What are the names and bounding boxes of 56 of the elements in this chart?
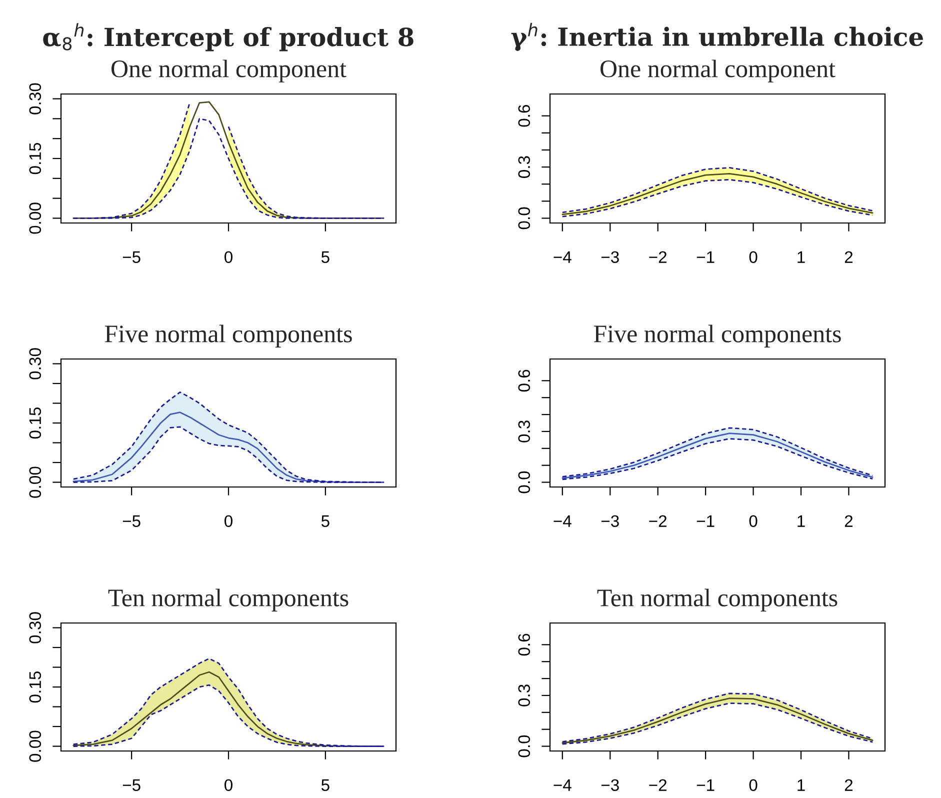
x-tick-label: −4 [554, 779, 572, 791]
x-tick-label: 2 [844, 779, 853, 791]
x-tick-label: −3 [601, 251, 619, 264]
x-tick-label: −4 [554, 251, 572, 263]
y-tick-label: 0.00 [29, 730, 42, 762]
x-tick-label: −2 [649, 515, 667, 527]
y-tick-label: 0.15 [29, 407, 42, 439]
x-tick-label: −2 [649, 779, 667, 791]
x-tick-label: −2 [649, 251, 667, 263]
x-tick-label: 1 [798, 251, 805, 263]
y-tick-label: 0.3 [518, 420, 530, 442]
chart-title: γ$^{h}$: Inertia in umbrella choice [511, 22, 923, 52]
x-tick-label: −5 [122, 251, 140, 264]
x-tick-label: 0 [749, 515, 758, 528]
y-tick-label: 0.6 [518, 370, 530, 392]
x-tick-label: 0 [224, 251, 232, 264]
y-tick-label: 0.0 [518, 471, 530, 494]
y-tick-label: 0.0 [518, 207, 530, 230]
x-tick-label: −5 [122, 515, 140, 528]
chart-subtitle: One normal component [600, 60, 836, 82]
chart-subtitle: Ten normal components [108, 588, 348, 612]
x-tick-label: −1 [696, 779, 714, 791]
x-tick-label: 1 [798, 515, 805, 527]
x-tick-label: 5 [321, 251, 330, 264]
y-tick-label: 0.30 [29, 83, 42, 114]
x-tick-label: −1 [696, 515, 714, 527]
y-tick-label: 0.00 [29, 466, 42, 498]
y-tick-label: 0.30 [29, 348, 42, 380]
x-tick-label: 5 [321, 515, 330, 528]
y-tick-label: 0.15 [29, 671, 42, 703]
y-tick-label: 0.00 [29, 202, 42, 234]
chart-subtitle: Five normal components [594, 324, 841, 348]
x-tick-label: 0 [749, 779, 758, 792]
x-tick-label: 1 [798, 779, 805, 791]
x-tick-label: −4 [554, 515, 572, 527]
x-tick-label: 0 [224, 779, 232, 792]
y-tick-label: 0.0 [518, 735, 530, 758]
x-tick-label: 2 [844, 515, 853, 527]
x-tick-label: −3 [601, 779, 619, 792]
x-tick-label: 0 [749, 251, 758, 264]
chart-subtitle: Ten normal components [597, 588, 838, 612]
y-tick-label: 0.15 [29, 142, 42, 174]
y-tick-label: 0.3 [518, 156, 530, 178]
x-tick-label: 2 [844, 251, 853, 263]
y-tick-label: 0.30 [29, 612, 42, 644]
x-tick-label: 0 [224, 515, 232, 528]
chart-subtitle: Five normal components [104, 324, 352, 348]
x-tick-label: 5 [321, 779, 330, 792]
y-tick-label: 0.3 [518, 684, 530, 706]
x-tick-label: −5 [122, 779, 140, 792]
chart-subtitle: One normal component [112, 60, 346, 82]
y-tick-label: 0.6 [518, 104, 530, 127]
x-tick-label: −3 [601, 515, 619, 528]
chart-title: α$_{8}$$^{h}$: Intercept of product 8 [43, 23, 414, 52]
x-tick-label: −1 [696, 251, 714, 263]
y-tick-label: 0.6 [518, 634, 530, 656]
